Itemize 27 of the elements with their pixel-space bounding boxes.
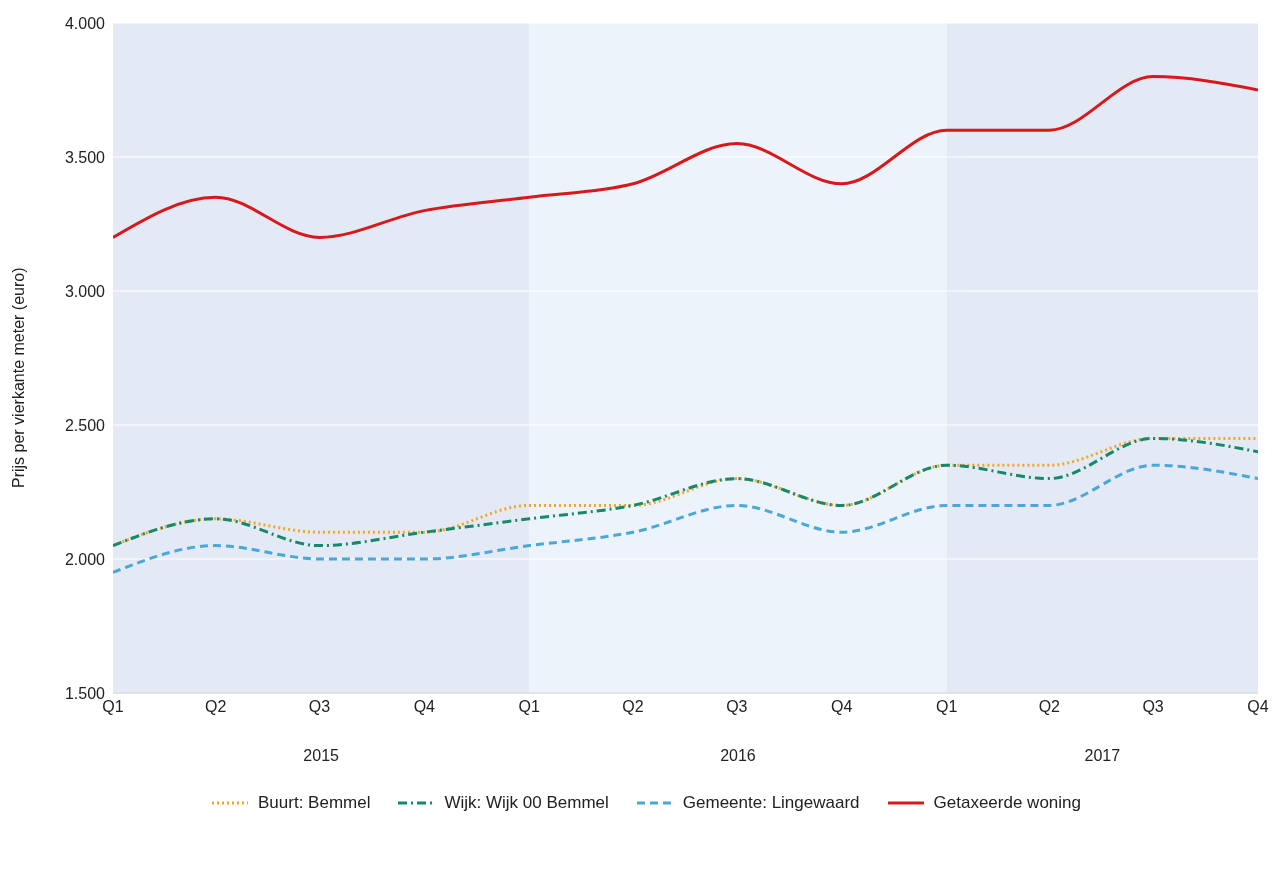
x-tick-label: Q4: [831, 698, 853, 716]
x-tick-label: Q3: [726, 698, 748, 716]
x-tick-label: Q2: [1038, 698, 1061, 716]
y-axis-title: Prijs per vierkante meter (euro): [9, 267, 27, 488]
y-tick-label: 3.500: [64, 148, 106, 166]
x-tick-label: Q3: [308, 698, 331, 716]
legend-label: Gemeente: Lingewaard: [682, 793, 860, 813]
y-tick-label: 3.000: [64, 282, 106, 300]
line-series: [113, 75, 1258, 239]
x-tick-label: Q3: [1142, 698, 1164, 716]
text: 2015: [303, 747, 340, 764]
line-series: [113, 463, 1258, 574]
legend-label: Wijk: Wijk 00 Bemmel: [444, 793, 609, 813]
x-tick-label: Q4: [413, 698, 436, 716]
text: 2017: [1084, 747, 1121, 764]
line-series: [113, 436, 1258, 548]
x-tick-label: Q1: [518, 698, 541, 716]
x-tick-label: Q4: [1247, 698, 1269, 716]
x-tick-label: Q2: [622, 698, 644, 716]
x-tick-label: Q2: [204, 698, 227, 716]
text: 2016: [720, 747, 756, 764]
y-tick-label: 2.500: [64, 416, 106, 434]
y-tick-label: 4.000: [64, 14, 106, 32]
x-tick-label: Q1: [935, 698, 958, 716]
legend-label: Getaxeerde woning: [933, 793, 1081, 813]
legend-label: Buurt: Bemmel: [258, 793, 371, 813]
y-tick-label: 2.000: [64, 550, 106, 568]
